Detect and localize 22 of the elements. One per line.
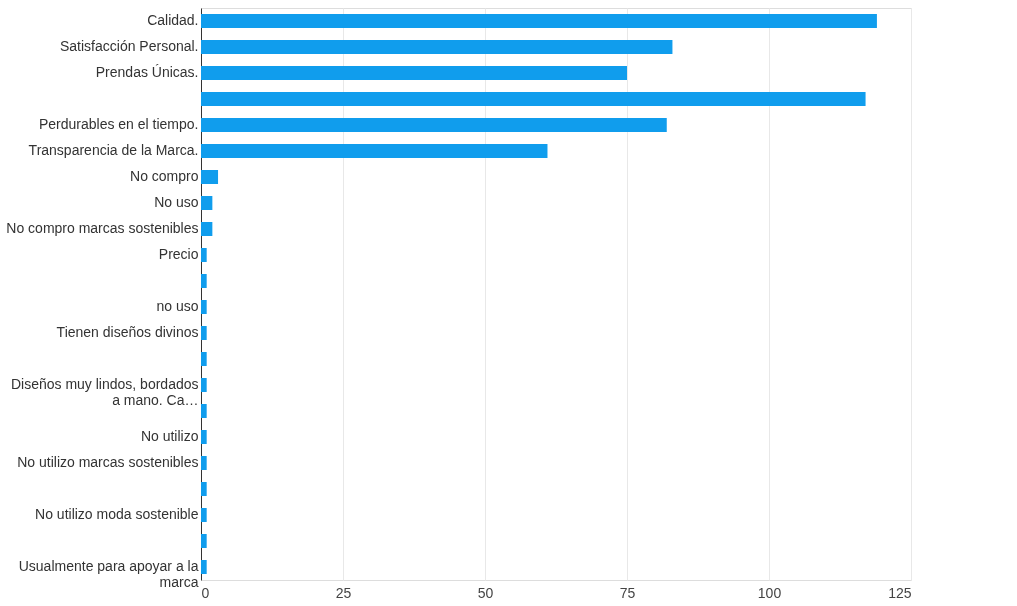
y-tick-label: No compro marcas sostenibles — [6, 220, 199, 236]
y-tick-label: Prendas Únicas. — [95, 64, 199, 80]
y-tick-label: Diseños muy lindos, bordados a mano. Ca… — [10, 376, 199, 408]
y-tick-label: no uso — [156, 298, 199, 314]
x-tick-label: 75 — [619, 584, 636, 601]
x-tick-label: 50 — [477, 584, 494, 601]
x-tick-label: 25 — [335, 584, 352, 601]
y-tick-label: Satisfacción Personal. — [59, 38, 199, 54]
y-tick-label: No utilizo marcas sostenibles — [17, 454, 199, 470]
y-tick-label: Calidad. — [147, 12, 199, 28]
x-tick-label: 125 — [888, 584, 912, 601]
y-tick-label: Usualmente para apoyar a la marca — [18, 558, 199, 590]
y-tick-label: Tienen diseños divinos — [56, 324, 199, 340]
x-tick-label: 0 — [201, 584, 210, 601]
y-tick-label: Precio — [158, 246, 199, 262]
y-tick-label: No uso — [154, 194, 199, 210]
y-tick-label: No utilizo moda sostenible — [35, 506, 199, 522]
y-tick-label: Transparencia de la Marca. — [28, 142, 199, 158]
y-tick-label: Perdurables en el tiempo. — [38, 116, 199, 132]
y-tick-label: No compro — [130, 168, 199, 184]
y-tick-label: No utilizo — [140, 428, 199, 444]
x-tick-label: 100 — [757, 584, 782, 601]
